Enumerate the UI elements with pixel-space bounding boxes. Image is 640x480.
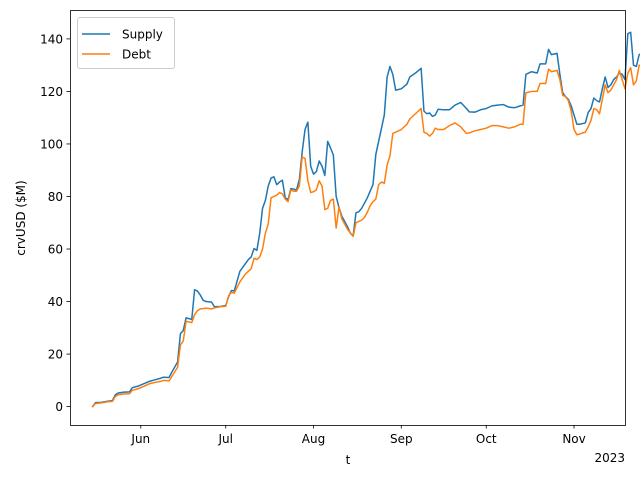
y-axis-label: crvUSD ($M) — [14, 180, 28, 255]
legend-box — [77, 17, 175, 69]
x-tick-label: Jun — [130, 432, 150, 446]
y-tick-label: 140 — [40, 32, 63, 46]
y-tick-label: 20 — [48, 348, 63, 362]
y-tick-label: 40 — [48, 295, 63, 309]
legend-label-supply: Supply — [122, 28, 163, 42]
x-tick-label: Nov — [562, 432, 585, 446]
x-tick-label: Aug — [302, 432, 325, 446]
series-line-debt — [91, 64, 640, 408]
series-layer — [91, 31, 640, 408]
x-axis-label: t — [346, 453, 351, 467]
y-axis: 0 20 40 60 80 100 120 140 — [40, 32, 70, 414]
x-tick-label: Oct — [476, 432, 497, 446]
plot-frame — [70, 10, 626, 426]
x-tick-label: Sep — [390, 432, 413, 446]
y-tick-label: 80 — [48, 190, 63, 204]
legend-label-debt: Debt — [122, 48, 151, 62]
x-tick-label: Jul — [217, 432, 232, 446]
x-axis: Jun Jul Aug Sep Oct Nov — [130, 425, 586, 446]
x-offset-label: 2023 — [594, 451, 625, 465]
y-tick-label: 120 — [40, 85, 63, 99]
series-line-supply — [91, 31, 640, 408]
y-tick-label: 100 — [40, 137, 63, 151]
legend: Supply Debt — [77, 17, 175, 69]
y-tick-label: 60 — [48, 243, 63, 257]
y-tick-label: 0 — [55, 400, 63, 414]
